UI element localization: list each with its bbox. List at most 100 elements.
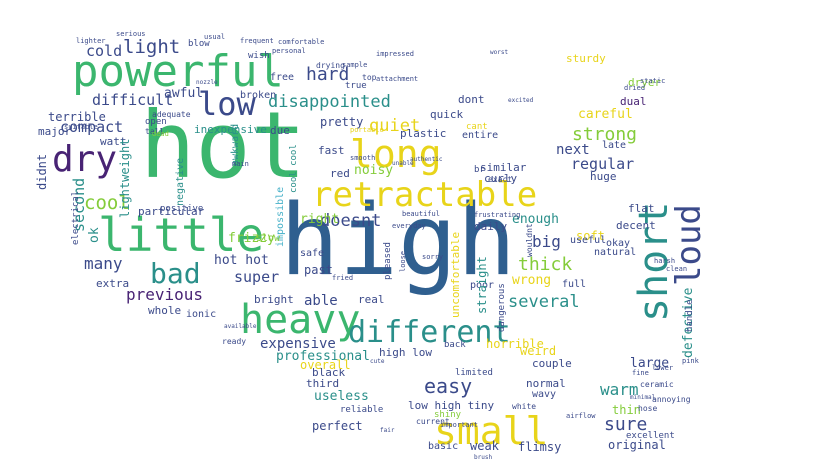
cloud-word: thin — [612, 403, 641, 417]
cloud-word: serious — [116, 30, 146, 38]
cloud-word: large — [630, 356, 670, 371]
cloud-word: static — [640, 77, 666, 85]
cloud-word: hot hot — [214, 253, 269, 268]
cloud-word: main — [232, 160, 249, 168]
cloud-word: shiny — [434, 410, 462, 420]
cloud-word: brush — [474, 454, 493, 461]
cloud-word: useless — [314, 389, 369, 404]
cloud-word: wrong — [512, 273, 552, 288]
cloud-word: powerful — [72, 46, 284, 97]
cloud-word: impressed — [376, 50, 414, 58]
cloud-word: able — [304, 293, 338, 309]
cloud-word: lighter — [76, 37, 106, 45]
cloud-word: annoying — [652, 395, 691, 404]
cloud-word: positive — [160, 204, 204, 214]
cloud-word: basic — [428, 441, 459, 452]
cloud-word: cool — [84, 192, 130, 214]
cloud-word: dryer — [628, 76, 662, 89]
cloud-word: sample — [342, 61, 368, 69]
cloud-word: doesnt — [320, 211, 382, 231]
cloud-word: flimsy — [518, 440, 562, 454]
cloud-word: harsh — [654, 257, 676, 265]
cloud-word: ok — [87, 227, 102, 243]
cloud-word: watt — [100, 135, 127, 148]
cloud-word: low — [198, 85, 256, 123]
cloud-word: ready — [222, 337, 247, 346]
cloud-word: attachment — [376, 75, 419, 83]
cloud-word: minimal — [630, 394, 656, 401]
cloud-word: wish — [248, 51, 270, 61]
cloud-word: excited — [508, 97, 534, 104]
cloud-word: authentic — [410, 156, 443, 163]
cloud-word: white — [512, 402, 537, 411]
cloud-word: horrible — [486, 337, 544, 351]
cloud-word: cold — [86, 42, 123, 60]
cloud-word: thick — [518, 254, 573, 275]
cloud-word: high — [280, 184, 517, 298]
cloud-word: next — [556, 142, 590, 158]
cloud-word: pleased — [383, 242, 393, 280]
cloud-word: enough — [512, 212, 559, 227]
cloud-word: little — [98, 208, 265, 262]
cloud-word: cool cool — [289, 144, 299, 193]
cloud-word: cant — [466, 122, 488, 132]
cloud-word: top — [362, 73, 377, 82]
cloud-word: terrible — [48, 110, 106, 124]
cloud-word: big — [532, 232, 561, 251]
cloud-word: particular — [138, 205, 205, 218]
cloud-word: useful — [570, 235, 607, 246]
cloud-word: light — [123, 36, 181, 58]
cloud-word: cute — [370, 358, 385, 365]
cloud-word: sorry — [422, 253, 444, 261]
cloud-word: whole — [148, 304, 182, 317]
cloud-word: entire — [462, 130, 499, 141]
cloud-word: safe — [300, 248, 325, 259]
cloud-word: dry — [52, 139, 118, 180]
cloud-word: everyday — [392, 222, 426, 230]
cloud-word: extra — [96, 277, 130, 290]
cloud-word: due — [270, 124, 290, 137]
cloud-word: slow — [256, 233, 281, 244]
cloud-word: long — [350, 132, 442, 176]
cloud-word: exact — [488, 175, 513, 184]
cloud-word: late — [602, 140, 627, 151]
cloud-word: curly — [484, 172, 518, 185]
cloud-word: dangerous — [497, 283, 507, 332]
cloud-word: weak — [470, 439, 499, 453]
cloud-word: regular — [571, 155, 635, 173]
cloud-word: drying — [316, 61, 345, 70]
cloud-word: smooth — [350, 154, 376, 162]
cloud-word: limited — [455, 368, 493, 378]
cloud-word: warm — [600, 380, 639, 399]
cloud-word: blow — [188, 39, 210, 49]
cloud-word: dual — [620, 95, 647, 108]
cloud-word: original — [608, 438, 666, 452]
cloud-word: disappointed — [268, 92, 391, 112]
cloud-word: tall — [145, 127, 165, 136]
cloud-word: wouldnt — [525, 223, 534, 257]
cloud-word: free — [270, 72, 295, 83]
cloud-word: difficult — [92, 91, 174, 109]
cloud-word: unable — [392, 160, 414, 167]
cloud-word: handle — [685, 299, 695, 332]
cloud-word: perfect — [312, 419, 363, 433]
cloud-word: loose — [399, 250, 407, 272]
cloud-word: airflow — [566, 412, 596, 420]
cloud-word: frequent — [240, 37, 274, 45]
cloud-word: loud — [669, 204, 709, 286]
cloud-word: pink — [682, 357, 699, 365]
cloud-word: br — [474, 165, 485, 175]
cloud-word: super — [234, 268, 280, 286]
cloud-word: natural — [594, 247, 637, 258]
cloud-word: electrical — [71, 190, 81, 245]
cloud-word: personal — [272, 47, 306, 55]
cloud-word: high low — [379, 346, 432, 359]
cloud-word: fried — [332, 274, 354, 282]
cloud-word: decent — [616, 219, 656, 232]
cloud-word: previous — [126, 285, 204, 304]
cloud-word: fast — [318, 144, 345, 157]
cloud-word: overall — [300, 358, 351, 372]
cloud-word: heavy — [240, 297, 361, 343]
cloud-word: adequate — [152, 110, 191, 119]
